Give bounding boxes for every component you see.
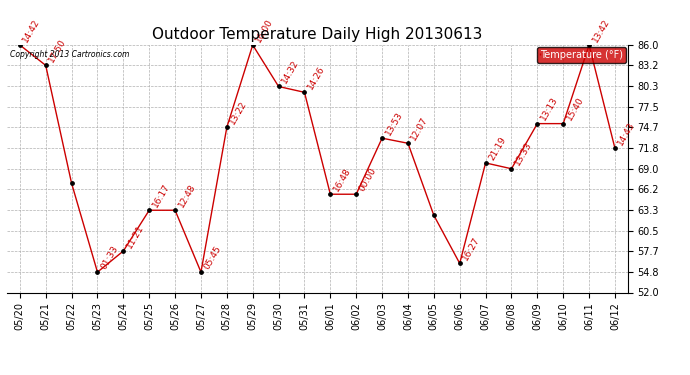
Text: 15:40: 15:40: [564, 95, 585, 122]
Title: Outdoor Temperature Daily High 20130613: Outdoor Temperature Daily High 20130613: [152, 27, 482, 42]
Text: 16:27: 16:27: [461, 235, 482, 262]
Text: 21:19: 21:19: [487, 135, 508, 162]
Point: [480, 160, 491, 166]
Text: 13:42: 13:42: [591, 17, 611, 44]
Text: 14:26: 14:26: [306, 64, 326, 91]
Text: 00:00: 00:00: [357, 166, 378, 193]
Text: 13:22: 13:22: [228, 99, 249, 126]
Text: 12:48: 12:48: [177, 182, 197, 209]
Point: [273, 84, 284, 90]
Text: 13:33: 13:33: [513, 141, 533, 167]
Text: 11:21: 11:21: [125, 223, 146, 250]
Point: [118, 248, 129, 254]
Text: 17:50: 17:50: [47, 37, 68, 64]
Text: 13:53: 13:53: [384, 110, 404, 137]
Point: [558, 121, 569, 127]
Text: 14:42: 14:42: [21, 17, 42, 44]
Point: [92, 269, 103, 275]
Text: 05:45: 05:45: [202, 244, 223, 271]
Point: [195, 269, 206, 275]
Point: [144, 207, 155, 213]
Point: [377, 135, 388, 141]
Point: [506, 166, 517, 172]
Text: 14:32: 14:32: [280, 58, 301, 85]
Text: 01:33: 01:33: [99, 244, 119, 271]
Point: [14, 42, 26, 48]
Point: [299, 89, 310, 95]
Text: 13:13: 13:13: [539, 95, 560, 122]
Point: [454, 260, 465, 266]
Point: [532, 121, 543, 127]
Text: Copyright 2013 Cartronics.com: Copyright 2013 Cartronics.com: [10, 50, 130, 59]
Legend: Temperature (°F): Temperature (°F): [537, 47, 626, 63]
Point: [221, 124, 233, 130]
Text: 16:17: 16:17: [150, 182, 171, 209]
Point: [170, 207, 181, 213]
Point: [584, 42, 595, 48]
Text: 16:48: 16:48: [332, 166, 353, 193]
Point: [325, 191, 336, 197]
Text: 12:07: 12:07: [409, 115, 430, 142]
Point: [351, 191, 362, 197]
Point: [402, 140, 413, 146]
Point: [40, 62, 51, 68]
Point: [609, 146, 620, 152]
Text: 14:43: 14:43: [616, 120, 637, 147]
Point: [428, 212, 440, 218]
Point: [66, 180, 77, 186]
Text: 16:00: 16:00: [254, 17, 275, 44]
Point: [247, 42, 258, 48]
